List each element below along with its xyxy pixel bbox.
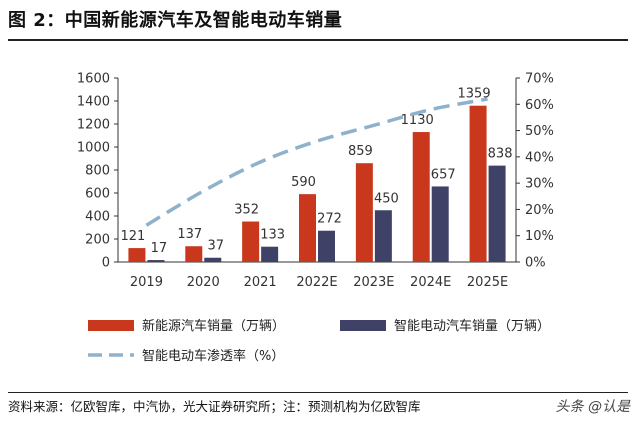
source-note: 资料来源：亿欧智库，中汽协，光大证券研究所；注：预测机构为亿欧智库 xyxy=(8,399,421,414)
y-tick-label: 600 xyxy=(85,187,110,202)
bar-smart xyxy=(374,210,392,262)
legend-label-penetration: 智能电动车渗透率（%） xyxy=(142,348,284,364)
bar-nev xyxy=(242,221,260,262)
footer-divider xyxy=(8,392,628,393)
x-tick-label: 2024E xyxy=(410,275,451,290)
data-label-smart: 133 xyxy=(260,228,285,243)
data-label-nev: 1359 xyxy=(458,87,491,102)
y-tick-label: 0 xyxy=(102,256,110,271)
bar-nev xyxy=(299,194,316,262)
y-tick-label: 1400 xyxy=(77,95,110,110)
data-label-smart: 838 xyxy=(488,147,513,162)
x-tick-label: 2020 xyxy=(187,275,220,290)
legend-label-nev: 新能源汽车销量（万辆） xyxy=(142,318,285,334)
legend-swatch-smart xyxy=(340,320,386,331)
legend-swatch-nev xyxy=(88,320,134,331)
legend-label-smart: 智能电动汽车销量（万辆） xyxy=(394,318,550,334)
y-tick-label: 1600 xyxy=(77,72,110,87)
y2-tick-label: 60% xyxy=(525,98,554,113)
y2-tick-label: 70% xyxy=(525,72,554,87)
bar-nev xyxy=(469,105,487,262)
y2-tick-label: 10% xyxy=(525,229,554,244)
y2-tick-label: 0% xyxy=(525,256,546,271)
bar-smart xyxy=(318,230,335,262)
title-divider xyxy=(8,39,628,41)
bar-smart xyxy=(431,186,449,262)
x-tick-label: 2021 xyxy=(244,275,277,290)
bar-nev xyxy=(185,246,203,262)
data-label-smart: 272 xyxy=(317,212,342,227)
bar-smart xyxy=(261,246,279,262)
bar-nev xyxy=(412,132,430,262)
bar-line-chart: 0 200 400 600 800 1000 1200 1400 1600 0% 10% 20% 30%… xyxy=(77,72,554,365)
y2-tick-label: 30% xyxy=(525,177,554,192)
data-label-nev: 121 xyxy=(121,229,146,244)
y-tick-label: 200 xyxy=(85,233,110,248)
x-tick-label: 2025E xyxy=(467,275,508,290)
x-tick-label: 2022E xyxy=(296,275,337,290)
x-tick-label: 2019 xyxy=(130,275,163,290)
data-label-smart: 17 xyxy=(151,241,168,256)
y-tick-label: 400 xyxy=(85,210,110,225)
data-label-smart: 450 xyxy=(374,191,399,206)
bar-nev xyxy=(355,163,373,262)
data-label-nev: 137 xyxy=(177,227,202,242)
x-tick-label: 2023E xyxy=(353,275,394,290)
bar-smart xyxy=(204,257,222,262)
y-tick-label: 1000 xyxy=(77,141,110,156)
y2-tick-label: 20% xyxy=(525,203,554,218)
bar-smart xyxy=(488,165,506,262)
data-label-nev: 352 xyxy=(234,203,259,218)
y2-tick-label: 40% xyxy=(525,150,554,165)
y2-tick-label: 50% xyxy=(525,124,554,139)
data-label-smart: 37 xyxy=(208,239,225,254)
bar-smart xyxy=(147,260,165,262)
watermark: 头条 @认是 xyxy=(555,399,630,415)
y-tick-label: 1200 xyxy=(77,118,110,133)
data-label-nev: 1130 xyxy=(401,113,434,128)
bar-nev xyxy=(128,248,146,262)
chart-title: 图 2：中国新能源汽车及智能电动车销量 xyxy=(8,10,343,31)
data-label-nev: 590 xyxy=(291,175,316,190)
data-label-nev: 859 xyxy=(348,144,373,159)
data-label-smart: 657 xyxy=(431,167,456,182)
y-tick-label: 800 xyxy=(85,164,110,179)
